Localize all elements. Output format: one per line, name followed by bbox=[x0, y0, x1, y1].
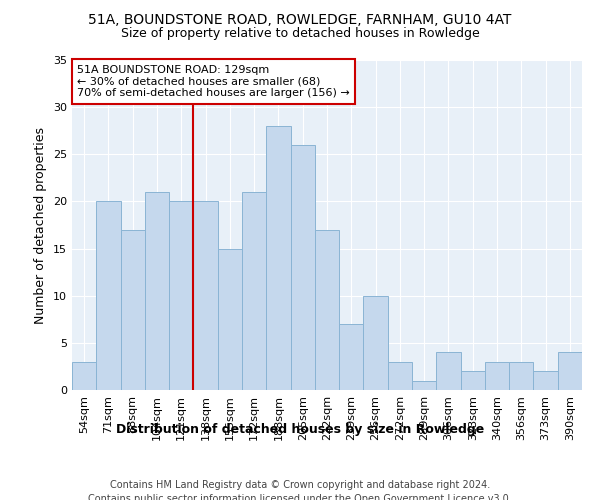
Bar bbox=[121, 230, 145, 390]
Text: Distribution of detached houses by size in Rowledge: Distribution of detached houses by size … bbox=[116, 422, 484, 436]
Bar bbox=[412, 380, 436, 390]
Text: Contains HM Land Registry data © Crown copyright and database right 2024.
Contai: Contains HM Land Registry data © Crown c… bbox=[88, 480, 512, 500]
Bar bbox=[96, 202, 121, 390]
Bar bbox=[145, 192, 169, 390]
Bar bbox=[315, 230, 339, 390]
Bar bbox=[509, 362, 533, 390]
Bar bbox=[193, 202, 218, 390]
Bar bbox=[339, 324, 364, 390]
Bar bbox=[290, 145, 315, 390]
Y-axis label: Number of detached properties: Number of detached properties bbox=[34, 126, 47, 324]
Text: 51A, BOUNDSTONE ROAD, ROWLEDGE, FARNHAM, GU10 4AT: 51A, BOUNDSTONE ROAD, ROWLEDGE, FARNHAM,… bbox=[88, 12, 512, 26]
Text: 51A BOUNDSTONE ROAD: 129sqm
← 30% of detached houses are smaller (68)
70% of sem: 51A BOUNDSTONE ROAD: 129sqm ← 30% of det… bbox=[77, 65, 350, 98]
Bar bbox=[169, 202, 193, 390]
Bar bbox=[72, 362, 96, 390]
Bar bbox=[485, 362, 509, 390]
Bar bbox=[364, 296, 388, 390]
Bar bbox=[558, 352, 582, 390]
Text: Size of property relative to detached houses in Rowledge: Size of property relative to detached ho… bbox=[121, 28, 479, 40]
Bar bbox=[266, 126, 290, 390]
Bar bbox=[461, 371, 485, 390]
Bar bbox=[533, 371, 558, 390]
Bar bbox=[218, 248, 242, 390]
Bar bbox=[242, 192, 266, 390]
Bar bbox=[388, 362, 412, 390]
Bar bbox=[436, 352, 461, 390]
